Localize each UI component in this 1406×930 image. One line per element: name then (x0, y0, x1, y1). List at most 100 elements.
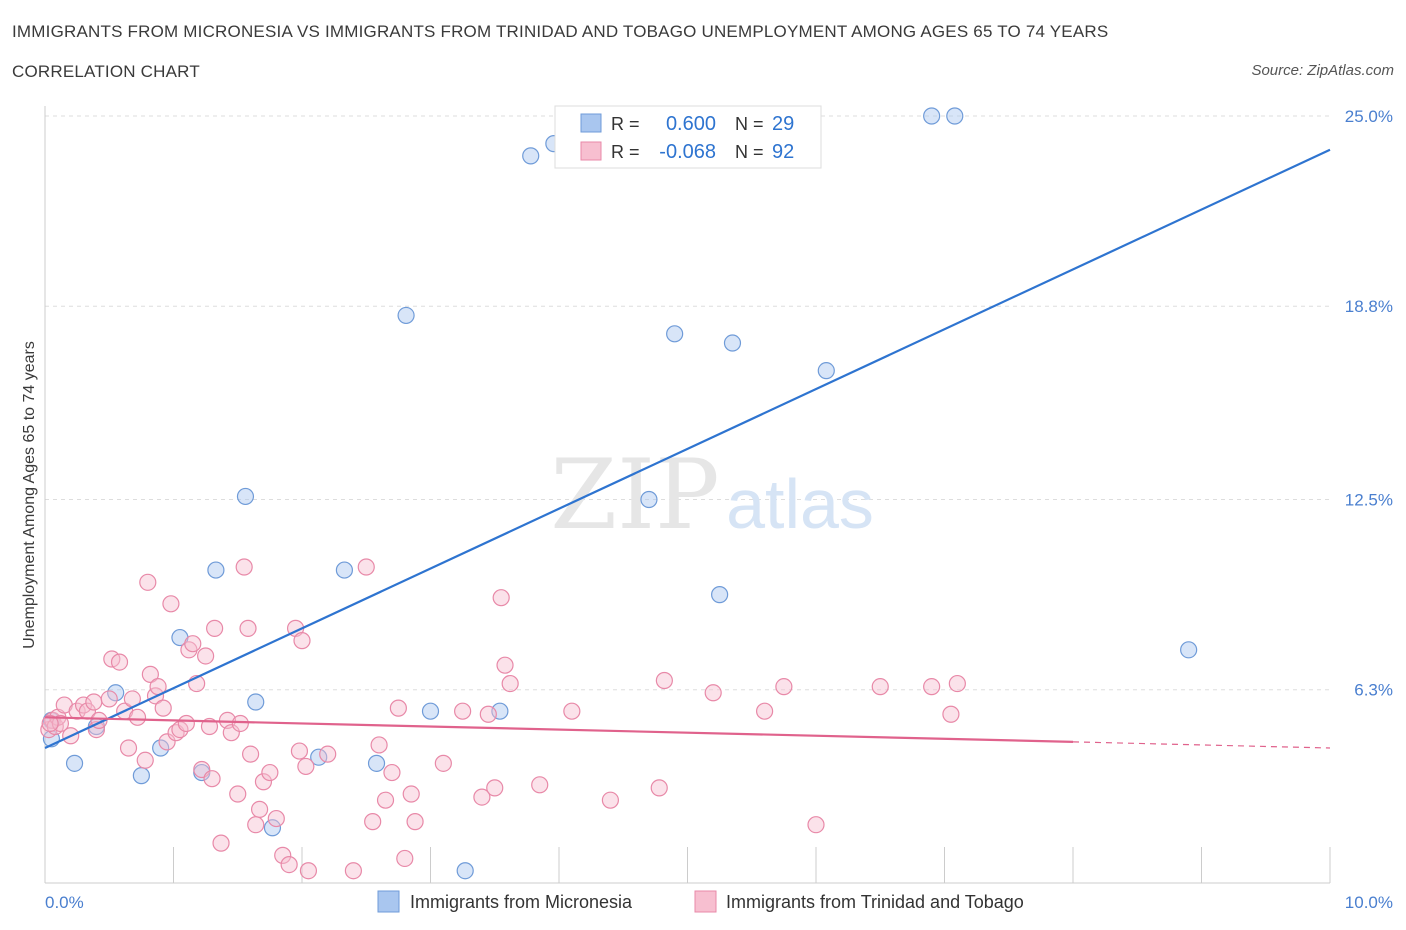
point-trinidad (184, 635, 202, 653)
point-micronesia (207, 561, 225, 579)
point-trinidad (501, 674, 519, 693)
point-micronesia (640, 490, 658, 509)
point-trinidad (942, 705, 960, 723)
legend-swatch-trinidad (580, 141, 602, 161)
point-trinidad (406, 813, 424, 831)
watermark-atlas: atlas (726, 465, 874, 543)
point-trinidad (383, 763, 401, 782)
point-trinidad (807, 816, 825, 834)
point-trinidad (212, 834, 230, 852)
legend-swatch-micronesia (580, 113, 602, 133)
point-trinidad (755, 702, 774, 720)
legend-n-label-2: N = (735, 142, 764, 162)
point-trinidad (650, 779, 668, 797)
source-label: Source: ZipAtlas.com (1251, 62, 1394, 79)
point-trinidad (454, 702, 472, 720)
point-trinidad (473, 788, 491, 806)
point-micronesia (247, 693, 265, 711)
point-trinidad (293, 632, 311, 650)
y-tick-label: 25.0% (1345, 107, 1393, 126)
y-tick-label: 18.8% (1345, 297, 1393, 316)
point-trinidad (704, 684, 722, 702)
point-trinidad (200, 717, 219, 736)
point-trinidad (235, 558, 253, 576)
axes (44, 106, 1331, 884)
point-trinidad (247, 816, 265, 834)
point-trinidad (479, 705, 497, 723)
point-trinidad (222, 724, 240, 742)
point-trinidad (119, 739, 138, 757)
point-trinidad (41, 714, 59, 733)
point-trinidad (177, 714, 195, 733)
point-trinidad (85, 693, 103, 711)
point-trinidad (254, 773, 273, 791)
point-trinidad (299, 862, 318, 880)
point-trinidad (344, 862, 362, 880)
point-trinidad (141, 665, 159, 683)
point-trinidad (775, 678, 793, 696)
point-micronesia (817, 362, 835, 380)
watermark-zip: ZIP (550, 439, 719, 551)
point-trinidad (197, 647, 215, 665)
point-trinidad (261, 763, 279, 782)
trend-line-trinidad-projection (1072, 741, 1331, 749)
point-trinidad (496, 656, 514, 674)
series-legend: Immigrants from Micronesia Immigrants fr… (377, 890, 1024, 913)
gridlines (45, 115, 1330, 691)
legend-r-value-2: -0.068 (659, 141, 716, 163)
point-trinidad (136, 751, 154, 769)
point-trinidad (434, 754, 452, 772)
point-trinidad (267, 809, 285, 828)
point-trinidad (655, 671, 673, 690)
point-trinidad (492, 589, 510, 607)
data-points (40, 107, 1198, 880)
legend-n-label-1: N = (735, 114, 764, 134)
point-trinidad (370, 736, 388, 754)
point-trinidad (402, 785, 420, 803)
stats-legend: R = 0.600 N = 29 R = -0.068 N = 92 (554, 105, 822, 169)
point-trinidad (357, 558, 375, 576)
series-legend-label-trinidad: Immigrants from Trinidad and Tobago (726, 892, 1024, 912)
point-trinidad (110, 653, 129, 671)
point-micronesia (666, 325, 684, 343)
point-trinidad (100, 690, 118, 708)
point-trinidad (396, 849, 414, 868)
point-trinidad (229, 785, 247, 803)
series-legend-swatch-micronesia (377, 890, 400, 913)
point-micronesia (65, 754, 84, 772)
x-tick-label: 0.0% (45, 893, 84, 912)
point-micronesia (923, 107, 941, 125)
point-trinidad (139, 573, 157, 591)
point-micronesia (421, 702, 440, 720)
point-micronesia (946, 107, 964, 125)
point-micronesia (107, 684, 125, 702)
legend-r-label-1: R = (611, 114, 640, 134)
point-trinidad (203, 770, 221, 788)
point-trinidad (376, 791, 395, 809)
chart-subtitle: CORRELATION CHART (12, 62, 200, 81)
point-trinidad (319, 745, 337, 763)
point-trinidad (601, 791, 620, 809)
point-trinidad (290, 742, 309, 760)
point-trinidad (486, 779, 504, 797)
point-micronesia (1180, 641, 1198, 659)
trend-lines (44, 148, 1331, 750)
point-micronesia (263, 819, 282, 837)
y-tick-label: 6.3% (1354, 681, 1393, 700)
chart-title: IMMIGRANTS FROM MICRONESIA VS IMMIGRANTS… (12, 22, 1109, 41)
point-micronesia (132, 767, 150, 785)
point-micronesia (236, 487, 255, 506)
point-trinidad (242, 745, 260, 763)
legend-n-value-2: 92 (772, 141, 794, 163)
tick-labels: 6.3% 12.5% 18.8% 25.0% 0.0% 10.0% (45, 107, 1393, 912)
point-micronesia (522, 147, 540, 165)
point-micronesia (711, 586, 729, 604)
point-trinidad (239, 619, 257, 637)
point-trinidad (297, 757, 315, 776)
y-axis-label: Unemployment Among Ages 65 to 74 years (21, 341, 38, 649)
point-trinidad (128, 708, 147, 726)
point-trinidad (154, 699, 172, 717)
y-tick-label: 12.5% (1345, 491, 1393, 510)
series-legend-label-micronesia: Immigrants from Micronesia (410, 892, 633, 912)
